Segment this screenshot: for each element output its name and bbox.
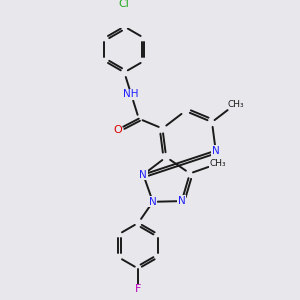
- Text: N: N: [178, 196, 185, 206]
- Text: F: F: [135, 284, 142, 294]
- Text: N: N: [140, 169, 147, 180]
- Text: O: O: [113, 125, 122, 135]
- Text: N: N: [212, 146, 220, 156]
- Text: NH: NH: [123, 89, 139, 99]
- Text: Cl: Cl: [119, 0, 130, 10]
- Text: CH₃: CH₃: [210, 159, 226, 168]
- Text: N: N: [149, 197, 157, 207]
- Text: CH₃: CH₃: [227, 100, 244, 109]
